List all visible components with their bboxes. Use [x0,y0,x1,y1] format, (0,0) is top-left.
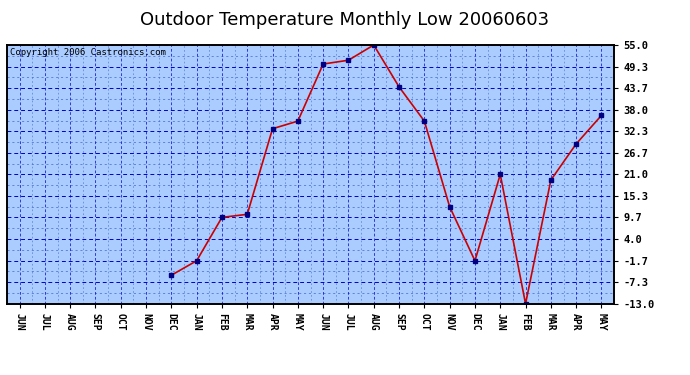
Text: Outdoor Temperature Monthly Low 20060603: Outdoor Temperature Monthly Low 20060603 [141,11,549,29]
Text: Copyright 2006 Castronics.com: Copyright 2006 Castronics.com [10,48,166,57]
